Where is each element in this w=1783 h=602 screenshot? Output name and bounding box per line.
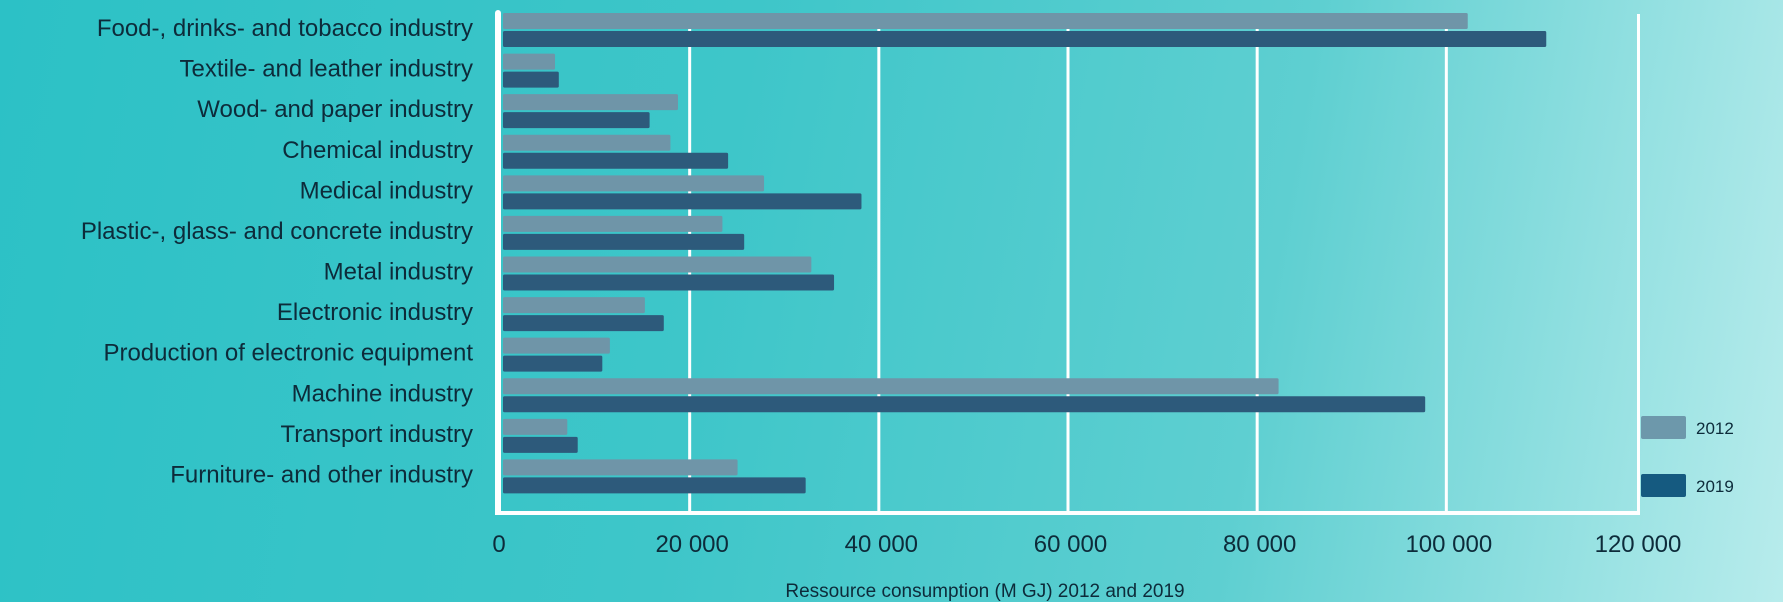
bar-2019 xyxy=(503,396,1426,413)
bar-2012 xyxy=(503,337,610,354)
bar-2019 xyxy=(503,355,603,372)
category-label: Transport industry xyxy=(280,421,473,448)
legend-swatch-2019 xyxy=(1641,474,1686,497)
x-tick-label: 40 000 xyxy=(845,531,918,558)
x-tick-label: 0 xyxy=(492,531,505,558)
bar-2012 xyxy=(503,215,723,232)
bar-2019 xyxy=(503,31,1547,47)
category-label: Production of electronic equipment xyxy=(103,340,473,367)
bar-2012 xyxy=(503,53,556,70)
x-tick-labels: 0 20 000 40 000 60 000 80 000 100 000 120 000 xyxy=(492,531,1681,558)
gridline xyxy=(1255,14,1259,511)
category-label: Plastic-, glass- and concrete industry xyxy=(81,218,473,245)
bar-2019 xyxy=(503,315,664,332)
x-axis-line xyxy=(495,511,1640,515)
legend-label: 2019 xyxy=(1696,477,1734,496)
bar-2012 xyxy=(503,459,738,476)
gridline xyxy=(1066,14,1070,511)
x-tick-label: 20 000 xyxy=(655,531,728,558)
category-label: Food-, drinks- and tobacco industry xyxy=(97,15,473,42)
bar-2019 xyxy=(503,193,862,210)
category-label: Machine industry xyxy=(292,380,473,407)
bar-2019 xyxy=(503,233,745,250)
legend-swatch-2012 xyxy=(1641,416,1686,439)
bar-2019 xyxy=(503,274,835,291)
x-tick-label: 120 000 xyxy=(1595,531,1682,558)
bar-2012 xyxy=(503,256,812,273)
legend: 2012 2019 xyxy=(1641,416,1734,497)
bar-2019 xyxy=(503,477,806,494)
legend-label: 2012 xyxy=(1696,419,1734,438)
category-label: Furniture- and other industry xyxy=(170,461,473,488)
bar-2019 xyxy=(503,112,650,129)
bar-2012 xyxy=(503,378,1279,395)
category-label: Metal industry xyxy=(324,259,473,286)
category-labels: Food-, drinks- and tobacco industry Texti… xyxy=(81,15,473,488)
category-label: Electronic industry xyxy=(277,299,473,326)
gridline xyxy=(1637,14,1640,511)
x-tick-label: 60 000 xyxy=(1034,531,1107,558)
y-axis-line xyxy=(495,10,501,515)
bar-2019 xyxy=(503,71,559,88)
gridline xyxy=(1444,14,1448,511)
axes xyxy=(495,10,1640,515)
bar-2019 xyxy=(503,152,729,169)
x-tick-label: 80 000 xyxy=(1223,531,1296,558)
category-label: Chemical industry xyxy=(282,137,473,164)
bar-2012 xyxy=(503,297,645,314)
x-tick-label: 100 000 xyxy=(1405,531,1492,558)
bar-2012 xyxy=(503,94,678,111)
bars xyxy=(503,13,1547,494)
category-label: Wood- and paper industry xyxy=(197,96,473,123)
category-label: Textile- and leather industry xyxy=(180,56,473,83)
category-label: Medical industry xyxy=(300,177,473,204)
gridline xyxy=(877,14,881,511)
gridlines xyxy=(688,14,1640,511)
bar-2019 xyxy=(503,436,578,453)
bar-2012 xyxy=(503,134,671,151)
bar-2012 xyxy=(503,418,568,435)
bar-2012 xyxy=(503,13,1468,29)
x-axis-title: Ressource consumption (M GJ) 2012 and 20… xyxy=(785,581,1184,602)
bar-2012 xyxy=(503,175,765,192)
